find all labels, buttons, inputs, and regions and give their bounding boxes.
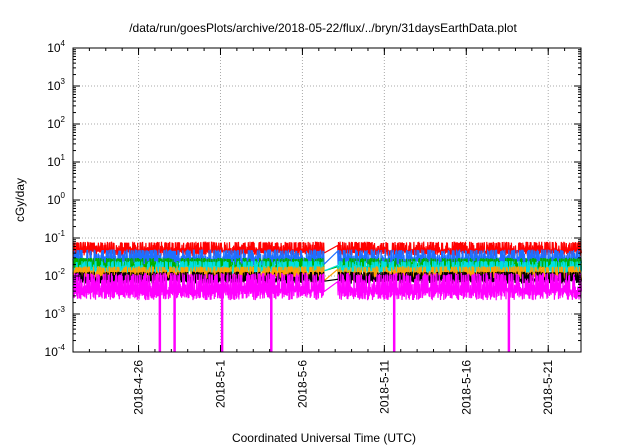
y-tick-label: 102 [47, 115, 65, 131]
y-tick-label: 104 [47, 39, 65, 55]
y-tick-label: 10-2 [45, 267, 66, 283]
y-axis-label: cGy/day [13, 178, 27, 222]
x-tick-label: 2018-5-6 [295, 360, 309, 408]
series-group [72, 241, 582, 352]
plot-frame [72, 47, 582, 353]
x-axis: 2018-4-26 2018-5-1 2018-5-6 2018-5-11 2018-5… [88, 48, 566, 415]
series-line [72, 241, 582, 256]
x-tick-label: 2018-4-26 [132, 360, 146, 415]
y-tick-label: 100 [47, 191, 65, 207]
grid-lines [73, 48, 581, 352]
y-tick-label: 101 [47, 153, 65, 169]
series-line [72, 272, 582, 301]
y-tick-label: 10-3 [45, 305, 66, 321]
x-tick-label: 2018-5-1 [213, 360, 227, 408]
y-tick-label: 103 [47, 77, 65, 93]
y-axis: 10-4 10-3 10-2 10-1 100 101 102 103 104 [45, 39, 581, 359]
x-tick-label: 2018-5-21 [541, 360, 555, 415]
chart-title: /data/run/goesPlots/archive/2018-05-22/f… [129, 21, 517, 35]
x-axis-label: Coordinated Universal Time (UTC) [232, 431, 416, 445]
x-tick-label: 2018-5-11 [377, 360, 391, 414]
y-tick-label: 10-1 [45, 229, 66, 245]
x-tick-label: 2018-5-16 [459, 360, 473, 415]
y-tick-label: 10-4 [45, 343, 66, 359]
